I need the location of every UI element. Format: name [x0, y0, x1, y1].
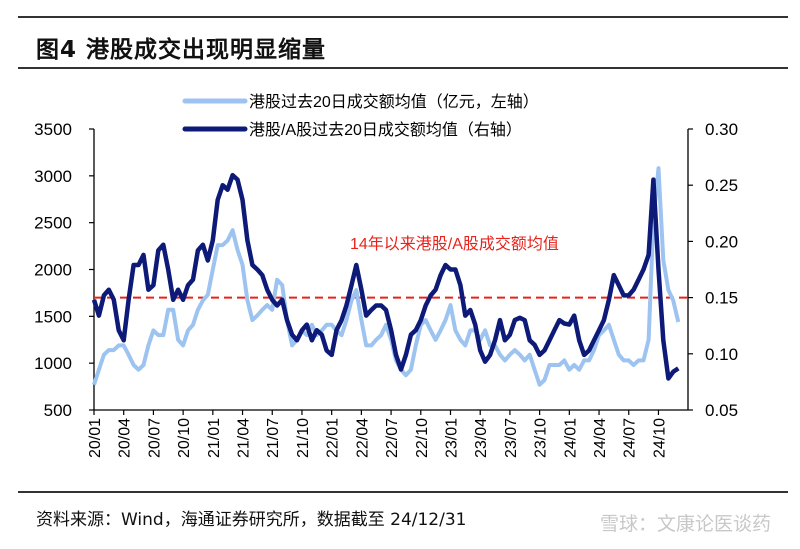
watermark: 雪球：文康论医谈药 — [600, 513, 772, 535]
x-tick-label: 24/07 — [622, 418, 639, 458]
right-tick-label: 0.25 — [705, 176, 738, 195]
left-tick-label: 2000 — [34, 261, 72, 280]
x-tick-label: 23/07 — [503, 418, 520, 458]
right-tick-label: 0.05 — [705, 401, 738, 420]
x-tick-label: 21/04 — [236, 418, 253, 458]
right-tick-label: 0.30 — [705, 120, 738, 139]
right-tick-label: 0.10 — [705, 345, 738, 364]
x-tick-label: 21/10 — [295, 418, 312, 458]
x-tick-label: 23/01 — [443, 418, 460, 458]
series-line-hk-turnover — [92, 166, 681, 387]
series-line-hk-a-ratio — [91, 172, 680, 381]
figure-title: 图4 港股成交出现明显缩量 — [36, 37, 327, 63]
right-tick-label: 0.15 — [705, 289, 738, 308]
x-tick-label: 20/10 — [176, 418, 193, 458]
left-tick-label: 3500 — [34, 120, 72, 139]
reference-line-label: 14年以来港股/A股成交额均值 — [350, 235, 559, 253]
legend-label: 港股过去20日成交额均值（亿元，左轴） — [249, 93, 539, 111]
top-rule — [18, 16, 788, 18]
x-tick-label: 24/04 — [592, 418, 609, 458]
left-tick-label: 1000 — [34, 354, 72, 373]
legend-label: 港股/A股过去20日成交额均值（右轴） — [249, 121, 522, 139]
x-tick-label: 24/10 — [651, 418, 668, 458]
x-tick-label: 22/07 — [384, 418, 401, 458]
source-note: 资料来源：Wind，海通证券研究所，数据截至 24/12/31 — [36, 510, 467, 530]
x-tick-label: 21/01 — [206, 418, 223, 458]
x-tick-label: 20/01 — [87, 418, 104, 458]
left-tick-label: 2500 — [34, 214, 72, 233]
x-tick-label: 22/10 — [414, 418, 431, 458]
x-tick-label: 21/07 — [265, 418, 282, 458]
bottom-rule — [18, 491, 788, 493]
x-tick-label: 22/01 — [325, 418, 342, 458]
x-tick-label: 22/04 — [354, 418, 371, 458]
x-tick-label: 24/01 — [562, 418, 579, 458]
x-tick-label: 20/04 — [117, 418, 134, 458]
x-tick-label: 23/10 — [533, 418, 550, 458]
left-tick-label: 3000 — [34, 167, 72, 186]
x-tick-label: 20/07 — [146, 418, 163, 458]
right-tick-label: 0.20 — [705, 232, 738, 251]
title-rule — [18, 67, 788, 69]
left-tick-label: 500 — [44, 401, 72, 420]
x-tick-label: 23/04 — [473, 418, 490, 458]
left-tick-label: 1500 — [34, 307, 72, 326]
